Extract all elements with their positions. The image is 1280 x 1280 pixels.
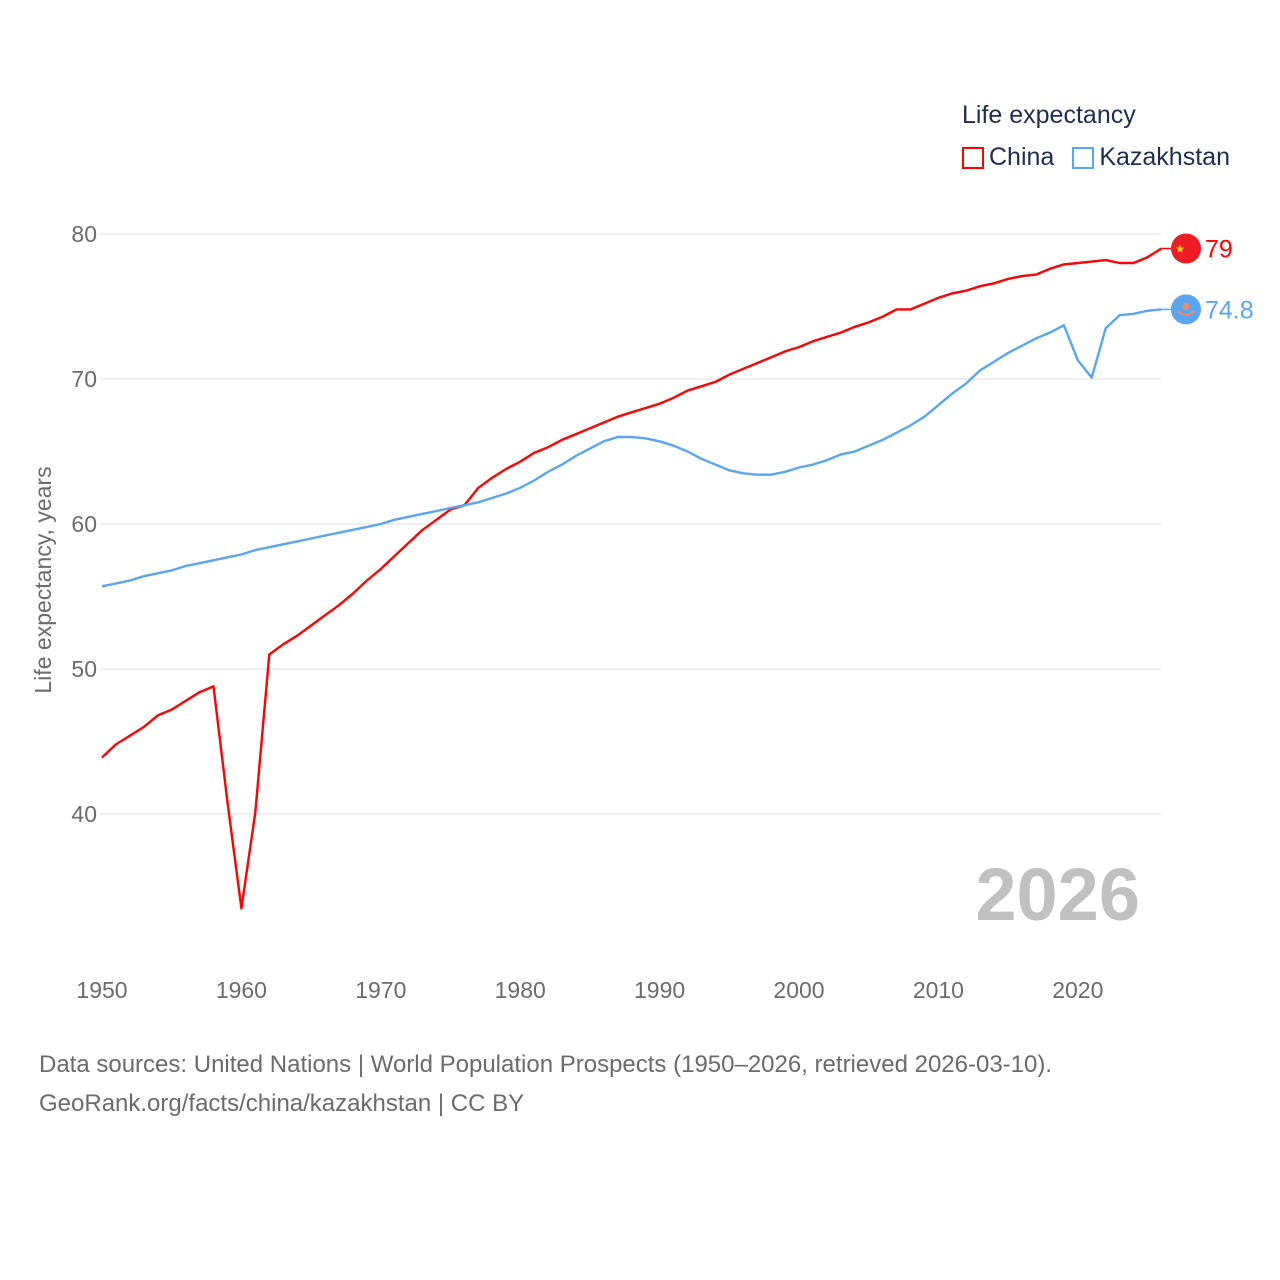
- footer: Data sources: United Nations | World Pop…: [39, 1045, 1052, 1123]
- x-tick-label: 2010: [913, 977, 964, 1003]
- x-tick-label: 1990: [634, 977, 685, 1003]
- y-tick-label: 40: [71, 801, 97, 827]
- x-tick-label: 1960: [216, 977, 267, 1003]
- legend: China Kazakhstan: [962, 143, 1230, 172]
- legend-label-kazakhstan: Kazakhstan: [1099, 143, 1230, 171]
- legend-swatch-kazakhstan: [1072, 146, 1095, 169]
- x-tick-label: 1970: [355, 977, 406, 1003]
- source-link[interactable]: GeoRank.org/facts/china/kazakhstan | CC …: [39, 1090, 525, 1117]
- end-value-label-china: 79: [1205, 236, 1233, 264]
- x-tick-label: 1950: [76, 977, 127, 1003]
- y-tick-label: 60: [71, 511, 97, 537]
- china-flag-icon: ★: [1171, 233, 1201, 264]
- data-sources: Data sources: United Nations | World Pop…: [39, 1051, 1053, 1078]
- series-line-china[interactable]: [101, 247, 1163, 910]
- year-watermark: 2026: [975, 853, 1140, 936]
- y-axis-label: Life expectancy, years: [30, 466, 56, 693]
- x-tick-label: 2000: [773, 977, 824, 1003]
- x-tick-label: 1980: [495, 977, 546, 1003]
- series-line-kazakhstan[interactable]: [101, 308, 1162, 588]
- legend-title: Life expectancy: [962, 101, 1136, 129]
- end-value-label-kazakhstan: 74.8: [1205, 296, 1254, 324]
- y-tick-label: 80: [71, 221, 97, 247]
- legend-item-china[interactable]: China: [962, 143, 1054, 172]
- kazakhstan-flag-icon: [1171, 294, 1201, 325]
- svg-text:★: ★: [1175, 244, 1185, 256]
- x-tick-label: 2020: [1052, 977, 1103, 1003]
- y-tick-label: 70: [71, 366, 97, 392]
- legend-label-china: China: [989, 143, 1055, 171]
- legend-swatch-china: [962, 146, 984, 169]
- y-tick-label: 50: [71, 656, 97, 682]
- legend-item-kazakhstan[interactable]: Kazakhstan: [1072, 143, 1230, 172]
